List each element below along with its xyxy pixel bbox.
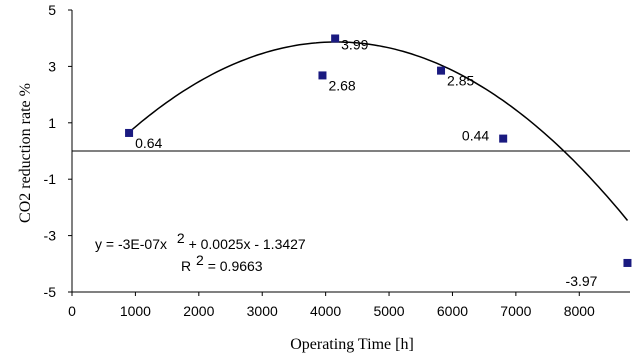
x-tick-label: 4000 [310,303,341,319]
y-tick-label: -3 [44,228,57,244]
x-tick-label: 3000 [247,303,278,319]
data-points [125,34,632,267]
x-tick-label: 8000 [564,303,595,319]
data-point [499,134,508,143]
x-tick-label: 6000 [437,303,468,319]
data-label: 0.64 [135,135,162,151]
y-ticks: 5 3 1 -1 -3 -5 [44,2,72,300]
data-label: 2.85 [447,73,474,89]
data-point [318,71,327,80]
equation-line2-rest: = 0.9663 [208,258,263,274]
data-point [437,66,446,75]
equation-line1-rest: + 0.0025x - 1.3427 [189,236,306,252]
y-tick-label: 3 [48,58,56,74]
x-tick-label: 7000 [500,303,531,319]
y-axis-title: CO2 reduction rate % [17,83,34,223]
equation-line1-main: y = -3E-07x [95,236,167,252]
y-tick-label: -5 [44,284,57,300]
data-label: -3.97 [566,273,598,289]
trendline-equation: y = -3E-07x 2 + 0.0025x - 1.3427 R 2 = 0… [95,230,306,274]
svg-text:R 2 = 0.9663: R 2 = 0.9663 [181,252,263,274]
equation-line2-exponent: 2 [196,252,204,268]
x-tick-label: 5000 [373,303,404,319]
data-labels: 0.64 2.68 3.99 2.85 0.44 -3.97 [135,36,598,288]
x-ticks: 0 1000 2000 3000 4000 5000 6000 7000 8000 [68,292,595,319]
x-axis-title: Operating Time [h] [290,336,414,353]
svg-text:y = -3E-07x 2 + 0.: y = -3E-07x 2 + 0.0025x - 1.3427 [95,230,306,252]
data-label: 2.68 [328,77,355,93]
x-tick-label: 1000 [120,303,151,319]
y-tick-label: 5 [48,2,56,18]
data-point [125,128,134,137]
equation-line1-exponent: 2 [177,230,185,246]
x-tick-label: 2000 [183,303,214,319]
y-tick-label: 1 [48,115,56,131]
data-label: 0.44 [462,128,489,144]
equation-line2-main: R [181,258,191,274]
data-label: 3.99 [341,36,368,52]
x-tick-label: 0 [68,303,76,319]
trendline [128,41,629,221]
plot-area [71,10,630,293]
data-point [623,258,632,267]
y-tick-label: -1 [44,171,57,187]
data-point [331,34,340,43]
